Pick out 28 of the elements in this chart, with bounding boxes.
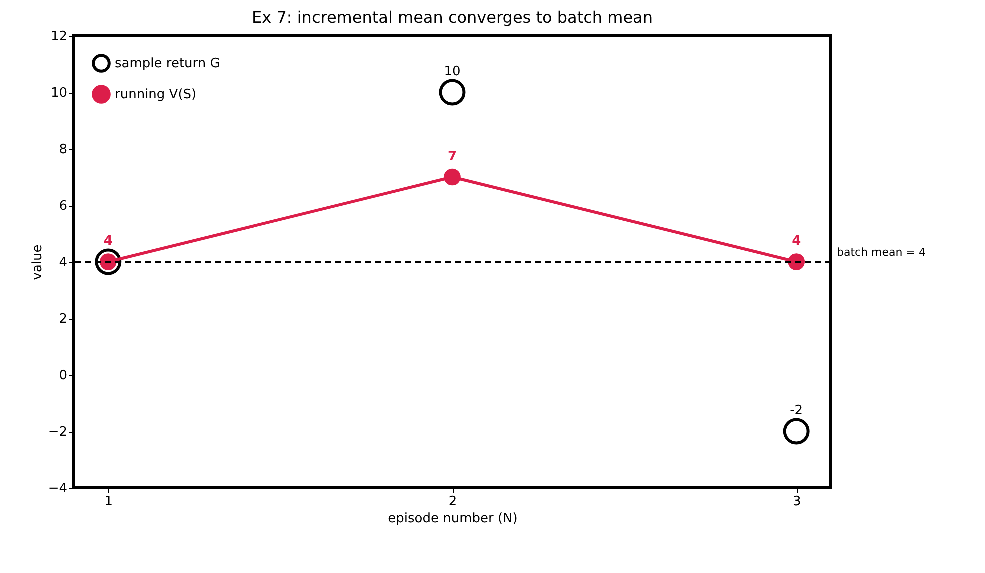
x-tick-label: 2 [448, 494, 458, 510]
data-label: 4 [792, 234, 802, 249]
data-label: 4 [104, 234, 113, 249]
point [439, 79, 466, 106]
point [95, 248, 122, 276]
ref-line-label: batch mean = 4 [837, 246, 926, 259]
y-tick-label: 8 [59, 142, 68, 158]
point [444, 168, 461, 186]
point [783, 418, 810, 445]
x-tick-label: 1 [104, 494, 114, 510]
x-tick-label: 3 [792, 494, 802, 510]
data-label: 10 [444, 64, 461, 80]
chart-title: Ex 7: incremental mean converges to batch mean [252, 8, 653, 27]
x-axis-title: episode number (N) [388, 512, 518, 526]
data-label: 7 [448, 149, 458, 164]
y-tick-label: 4 [59, 256, 68, 270]
data-label: -2 [790, 404, 804, 418]
y-tick-label: 2 [59, 312, 68, 327]
y-tick-label: 0 [59, 368, 68, 384]
y-tick-label: 12 [50, 30, 68, 44]
y-axis-title: value [30, 244, 46, 280]
legend-label: running V(S) [115, 88, 197, 102]
legend-label: sample return G [115, 56, 220, 72]
y-tick-label: −4 [48, 482, 68, 496]
point [788, 254, 805, 270]
y-tick-label: 6 [59, 199, 68, 214]
y-tick-label: −2 [48, 425, 68, 440]
y-tick-label: 10 [50, 86, 68, 101]
